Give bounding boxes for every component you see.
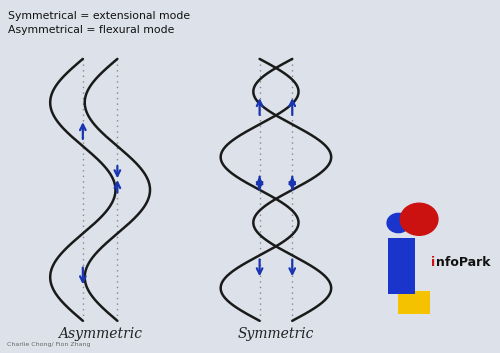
- Circle shape: [400, 203, 438, 235]
- Text: i: i: [432, 256, 436, 269]
- Circle shape: [387, 213, 409, 233]
- Text: Asymmetric: Asymmetric: [58, 327, 142, 341]
- Text: Symmetrical = extensional mode: Symmetrical = extensional mode: [8, 11, 190, 21]
- FancyBboxPatch shape: [398, 292, 430, 314]
- Text: Charlie Chong/ Fion Zhang: Charlie Chong/ Fion Zhang: [8, 342, 91, 347]
- Text: Symmetric: Symmetric: [238, 327, 314, 341]
- Text: nfoPark: nfoPark: [436, 256, 490, 269]
- Text: Asymmetrical = flexural mode: Asymmetrical = flexural mode: [8, 25, 174, 35]
- FancyBboxPatch shape: [388, 238, 415, 294]
